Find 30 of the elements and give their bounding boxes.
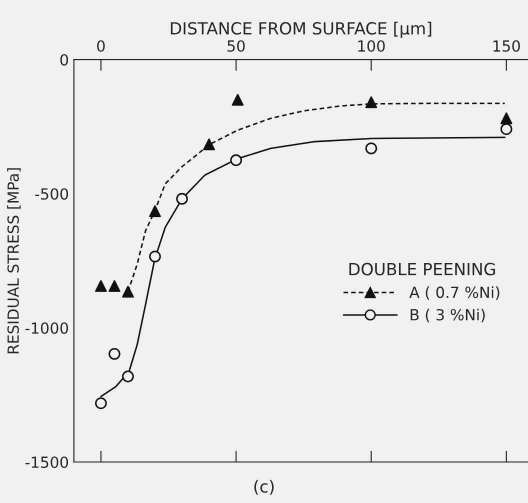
legend-title: DOUBLE PEENING xyxy=(349,262,495,276)
point xyxy=(230,154,242,166)
point xyxy=(500,123,512,135)
point xyxy=(176,192,188,205)
point xyxy=(500,112,512,124)
x-axis-title: DISTANCE FROM SURFACE [µm] xyxy=(170,22,432,38)
point xyxy=(108,348,120,360)
x-tick-label: 100 xyxy=(358,40,385,52)
point xyxy=(149,250,161,262)
legend-label: B ( 3 %Ni) xyxy=(410,308,485,322)
text: (c) xyxy=(254,480,274,495)
x-tick-label: 0 xyxy=(97,40,105,52)
point xyxy=(203,138,215,150)
x-tick-label: 150 xyxy=(493,40,520,52)
point xyxy=(122,286,134,298)
point xyxy=(232,94,244,106)
point xyxy=(149,205,161,218)
y-axis-title: RESIDUAL STRESS [MPa] xyxy=(7,168,21,354)
y-tick-label: 0 xyxy=(60,54,68,66)
x-tick-label: 50 xyxy=(228,40,245,52)
legend-label: A ( 0.7 %Ni) xyxy=(409,286,500,300)
point xyxy=(95,397,107,410)
point xyxy=(108,280,120,292)
y-tick-label: -1500 xyxy=(25,456,68,468)
y-tick-label: -500 xyxy=(35,188,68,200)
point xyxy=(95,280,107,292)
point xyxy=(365,96,378,108)
y-tick-label: -1000 xyxy=(25,322,68,334)
point xyxy=(365,142,378,154)
point xyxy=(122,370,134,382)
